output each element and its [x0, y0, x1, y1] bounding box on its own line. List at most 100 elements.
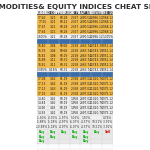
FancyBboxPatch shape — [37, 63, 113, 68]
Text: 21020.76: 21020.76 — [90, 101, 104, 105]
Text: 20743.19: 20743.19 — [90, 68, 104, 72]
Text: 60.31: 60.31 — [60, 58, 68, 62]
Text: 2363.74: 2363.74 — [80, 49, 92, 53]
Text: 2.258: 2.258 — [71, 68, 79, 72]
Text: 17.67: 17.67 — [38, 25, 46, 29]
Text: -4.57%: -4.57% — [81, 120, 91, 124]
Text: 2397.02: 2397.02 — [80, 87, 92, 91]
Text: SILVER: SILVER — [36, 11, 48, 15]
Text: 3.42: 3.42 — [50, 82, 56, 86]
Text: 10.51%: 10.51% — [91, 125, 102, 129]
FancyBboxPatch shape — [37, 125, 113, 129]
Text: 21020.76: 21020.76 — [90, 97, 104, 101]
FancyBboxPatch shape — [37, 87, 113, 91]
Text: 2.357: 2.357 — [71, 35, 79, 39]
FancyBboxPatch shape — [37, 39, 113, 44]
Text: 20996.12: 20996.12 — [90, 35, 104, 39]
Text: 2397.02: 2397.02 — [80, 92, 92, 96]
FancyBboxPatch shape — [37, 106, 113, 110]
FancyBboxPatch shape — [37, 11, 113, 15]
Text: 59.68: 59.68 — [60, 44, 68, 48]
Text: Buy: Buy — [72, 130, 78, 134]
Text: 20996.12: 20996.12 — [90, 25, 104, 29]
Text: 7375.12: 7375.12 — [102, 101, 114, 105]
Text: FTSE 100: FTSE 100 — [99, 11, 116, 15]
FancyBboxPatch shape — [37, 96, 113, 101]
Text: Buy: Buy — [94, 130, 100, 134]
FancyBboxPatch shape — [37, 129, 113, 134]
Text: 10.51%: 10.51% — [91, 120, 102, 124]
Text: 1.958: 1.958 — [71, 97, 79, 101]
FancyBboxPatch shape — [37, 49, 113, 53]
Text: Buy: Buy — [39, 130, 45, 134]
Text: 60.28: 60.28 — [60, 25, 68, 29]
FancyBboxPatch shape — [37, 82, 113, 87]
Text: 20743.19: 20743.19 — [90, 54, 104, 58]
Text: 20996.12: 20996.12 — [90, 30, 104, 34]
Text: 2.358: 2.358 — [71, 82, 79, 86]
Text: Buy: Buy — [83, 135, 89, 139]
Text: 17.13: 17.13 — [38, 82, 46, 86]
Text: S&P 500: S&P 500 — [78, 11, 94, 15]
Text: 1.50%: 1.50% — [81, 116, 90, 120]
Text: -0.91%: -0.91% — [48, 116, 58, 120]
Text: 60.19: 60.19 — [60, 101, 68, 105]
Text: 2390.52: 2390.52 — [80, 16, 92, 20]
Text: Buy: Buy — [39, 139, 45, 143]
Text: 3.21: 3.21 — [50, 35, 56, 39]
Text: -5.18%: -5.18% — [48, 120, 58, 124]
FancyBboxPatch shape — [37, 20, 113, 25]
Text: 7375.12: 7375.12 — [102, 78, 114, 81]
Text: 2.358: 2.358 — [71, 78, 79, 81]
Text: 2.258: 2.258 — [71, 63, 79, 67]
Text: 5.06%: 5.06% — [70, 116, 80, 120]
Text: 60.19: 60.19 — [60, 106, 68, 110]
FancyBboxPatch shape — [37, 91, 113, 96]
Text: 1.958: 1.958 — [71, 101, 79, 105]
Text: 17.60: 17.60 — [38, 16, 46, 20]
Text: 2.358: 2.358 — [71, 92, 79, 96]
Text: 2390.52: 2390.52 — [80, 30, 92, 34]
Text: 2.258: 2.258 — [71, 49, 79, 53]
Text: Buy: Buy — [61, 130, 67, 134]
Text: 2397.02: 2397.02 — [80, 106, 92, 110]
Text: 7368.12: 7368.12 — [102, 25, 114, 29]
FancyBboxPatch shape — [37, 30, 113, 34]
FancyBboxPatch shape — [37, 44, 113, 49]
Text: 2.395%: 2.395% — [37, 68, 48, 72]
Text: 16.88: 16.88 — [38, 58, 46, 62]
Text: 2390.52: 2390.52 — [80, 25, 92, 29]
Text: 60.19: 60.19 — [60, 97, 68, 101]
Text: 2363.74: 2363.74 — [80, 54, 92, 58]
Text: 21020.76: 21020.76 — [90, 106, 104, 110]
Text: 60.28: 60.28 — [60, 35, 68, 39]
Text: 7375.12: 7375.12 — [102, 87, 114, 91]
Text: 60.12: 60.12 — [60, 20, 68, 24]
Text: COMMODITIES& EQUITY INDICES CHEAT SHEET: COMMODITIES& EQUITY INDICES CHEAT SHEET — [0, 4, 150, 10]
Text: 3.43: 3.43 — [50, 92, 56, 96]
Text: 61.19: 61.19 — [60, 87, 68, 91]
Text: 7351.14: 7351.14 — [102, 58, 114, 62]
Text: 1.958: 1.958 — [71, 111, 79, 115]
Text: 60.31: 60.31 — [60, 63, 68, 67]
FancyBboxPatch shape — [37, 34, 113, 39]
Text: 3.41: 3.41 — [50, 111, 56, 115]
Text: 1.305%: 1.305% — [102, 35, 113, 39]
FancyBboxPatch shape — [37, 77, 113, 82]
Text: 16.82: 16.82 — [38, 54, 46, 58]
Text: 3.04: 3.04 — [50, 44, 56, 48]
Text: Sell: Sell — [105, 130, 111, 134]
Text: 20743.19: 20743.19 — [90, 58, 104, 62]
FancyBboxPatch shape — [37, 25, 113, 30]
Text: 21020.76: 21020.76 — [90, 92, 104, 96]
Text: 3.04: 3.04 — [50, 49, 56, 53]
Text: 7375.12: 7375.12 — [102, 97, 114, 101]
Text: -4.97%: -4.97% — [59, 120, 69, 124]
Text: 61.19: 61.19 — [60, 92, 68, 96]
Text: 16.79: 16.79 — [38, 49, 46, 53]
Text: 2.258: 2.258 — [71, 44, 79, 48]
Text: 60.19: 60.19 — [60, 111, 68, 115]
Text: 2.258: 2.258 — [71, 54, 79, 58]
Text: 3.42: 3.42 — [50, 78, 56, 81]
Text: -4.57%: -4.57% — [81, 125, 91, 129]
